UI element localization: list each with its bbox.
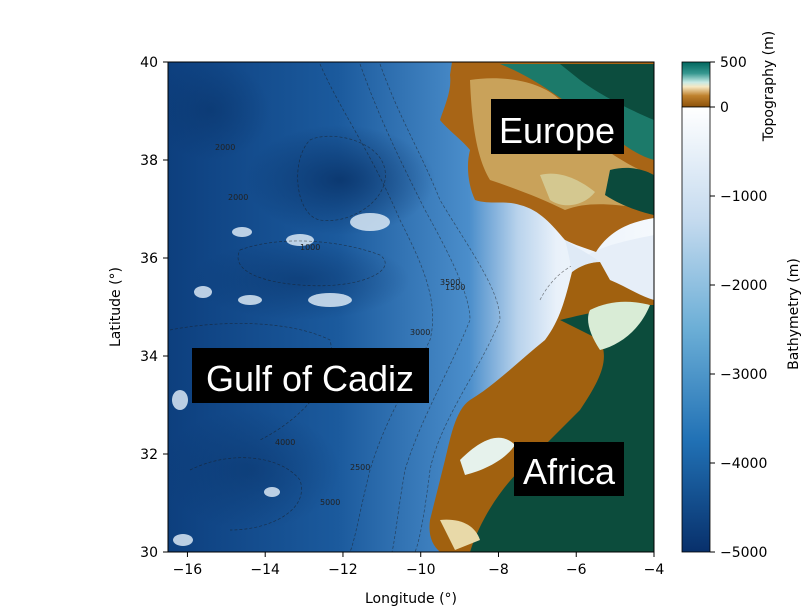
- strait-of-gibraltar: [565, 240, 600, 272]
- y-tick-label: 30: [140, 545, 158, 561]
- deep-basin-north: [245, 125, 435, 235]
- seamounts: [172, 213, 390, 546]
- region-label-text: Gulf of Cadiz: [206, 358, 414, 399]
- alboran-sea: [580, 235, 654, 300]
- colorbar-tick-label: −2000: [720, 278, 767, 294]
- contour-label: 3500: [440, 278, 460, 287]
- x-axis-label: Longitude (°): [365, 591, 457, 607]
- colorbar-tick-label: −3000: [720, 367, 767, 383]
- colorbar-tick-label: 500: [720, 55, 747, 71]
- x-tick-label: −4: [644, 562, 665, 578]
- contour-label: 4000: [275, 438, 295, 447]
- x-tick-label: −6: [566, 562, 587, 578]
- colorbar-topography-label: Topography (m): [761, 31, 777, 142]
- x-tick-label: −14: [250, 562, 280, 578]
- colorbar-bathymetry-label: Bathymetry (m): [786, 258, 801, 370]
- colorbar-tick-label: −1000: [720, 189, 767, 205]
- contour-label: 1500: [445, 283, 465, 292]
- deep-basin-south: [168, 410, 340, 530]
- colorbar-tick-label: −4000: [720, 456, 767, 472]
- x-tick-label: −12: [328, 562, 358, 578]
- y-axis: 30 32 34 36 38 40: [140, 55, 168, 561]
- map-frame: [167, 61, 655, 553]
- y-tick-label: 36: [140, 251, 158, 267]
- contour-label: 3000: [410, 328, 430, 337]
- depth-contours: [169, 63, 641, 552]
- deep-basin-west: [168, 62, 270, 160]
- contour-label: 2500: [350, 463, 370, 472]
- colorbar-tick-label: −5000: [720, 545, 767, 561]
- y-axis-label: Latitude (°): [108, 267, 124, 347]
- y-tick-label: 40: [140, 55, 158, 71]
- x-tick-label: −16: [173, 562, 203, 578]
- region-label-gulf-of-cadiz: Gulf of Cadiz: [192, 348, 429, 403]
- y-tick-label: 38: [140, 153, 158, 169]
- contour-label: 2000: [228, 193, 248, 202]
- region-label-text: Europe: [499, 110, 615, 151]
- region-label-text: Africa: [523, 451, 616, 492]
- colorbar-bathymetry: [681, 106, 711, 553]
- colorbar-topography: [681, 61, 711, 108]
- x-tick-label: −10: [406, 562, 436, 578]
- contour-label: 5000: [320, 498, 340, 507]
- contour-label: 2000: [215, 143, 235, 152]
- x-tick-label: −8: [488, 562, 509, 578]
- contour-labels: 1000 1500 2000 3000 4000 5000 2000 3500 …: [215, 143, 465, 507]
- region-label-europe: Europe: [491, 99, 624, 154]
- colorbar-tick-label: 0: [720, 100, 729, 116]
- x-axis: −16 −14 −12 −10 −8 −6 −4: [173, 552, 665, 578]
- deep-basin-central: [190, 240, 410, 320]
- contour-label: 1000: [300, 243, 320, 252]
- region-label-africa: Africa: [514, 442, 624, 496]
- y-tick-label: 34: [140, 349, 158, 365]
- y-tick-label: 32: [140, 447, 158, 463]
- colorbar-ticks: 500 0 −1000 −2000 −3000 −4000 −5000: [710, 55, 767, 561]
